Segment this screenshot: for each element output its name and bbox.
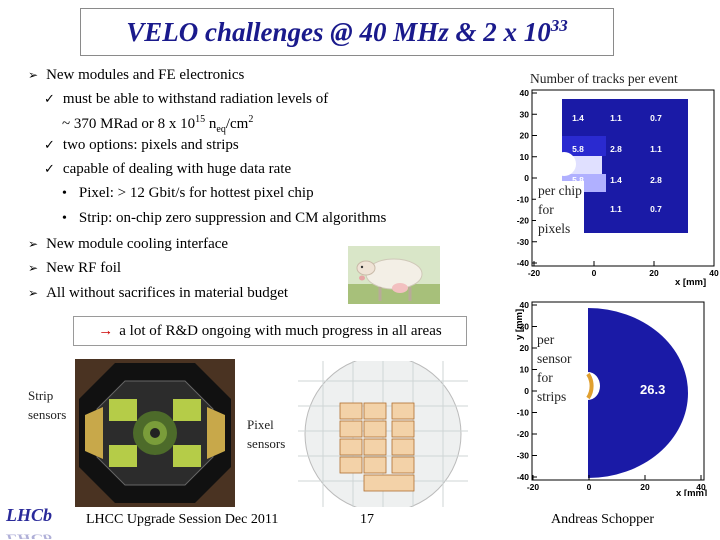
y-tick-label: -10 xyxy=(517,194,530,204)
y-tick-label: 20 xyxy=(520,343,530,353)
y-tick-label: -30 xyxy=(517,451,530,461)
pixel-cell-value: 1.1 xyxy=(650,144,662,154)
check-icon: ✓ xyxy=(44,92,55,107)
bullet-new-modules: ➢ New modules and FE electronics xyxy=(28,67,245,83)
sub-bullet-data-rate: ✓ capable of dealing with huge data rate xyxy=(44,161,292,177)
lhcb-logo: LHCb LHCb xyxy=(2,495,52,539)
sub-sub-bullet-strip: • Strip: on-chip zero suppression and CM … xyxy=(62,210,387,226)
sub-bullet-radiation: ✓ must be able to withstand radiation lev… xyxy=(44,91,329,107)
x-axis-label: x [mm] xyxy=(675,277,706,288)
sub-bullet-radiation-values: ~ 370 MRad or 8 x 1015 neq/cm2 xyxy=(62,114,254,135)
y-tick-label: 30 xyxy=(520,322,530,332)
strip-sensors-label: Strip sensors xyxy=(28,388,67,422)
y-tick-label: 20 xyxy=(520,131,530,141)
x-tick-label: 40 xyxy=(709,268,719,278)
arrow-bullet-icon: ➢ xyxy=(28,286,39,300)
sheep-image xyxy=(348,246,440,304)
footer-session: LHCC Upgrade Session Dec 2011 xyxy=(86,512,279,527)
bullet-dot-icon: • xyxy=(62,211,67,226)
sub-bullet-options: ✓ two options: pixels and strips xyxy=(44,137,239,153)
x-tick-label: 40 xyxy=(696,482,706,492)
y-tick-label: -30 xyxy=(517,237,530,247)
y-tick-label: -20 xyxy=(517,429,530,439)
pixel-cell-value: 0.7 xyxy=(650,113,662,123)
slide-title: VELO challenges @ 40 MHz & 2 x 1033 xyxy=(126,16,568,47)
pixel-sensors-label: Pixel sensors xyxy=(247,417,286,451)
x-axis-label: x [mm] xyxy=(676,488,707,496)
arrow-bullet-icon: ➢ xyxy=(28,68,39,82)
footer-page-number: 17 xyxy=(360,512,374,527)
footer-author: Andreas Schopper xyxy=(551,512,655,527)
lhcb-logo-reflection: LHCb xyxy=(5,532,52,539)
right-arrow-icon: → xyxy=(98,322,114,339)
pixel-cell-value: 5.8 xyxy=(572,175,584,185)
tracks-per-event-title: Number of tracks per event xyxy=(530,71,678,86)
pixel-cell-value: 2.8 xyxy=(650,175,662,185)
y-tick-label: -20 xyxy=(517,216,530,226)
bullet-dot-icon: • xyxy=(62,186,67,201)
pixel-values: 1.41.10.75.82.81.15.81.42.81.11.10.7 xyxy=(572,113,662,214)
strip-sensor-photo xyxy=(75,359,235,507)
y-tick-label: -40 xyxy=(517,472,530,482)
pixel-cell-value: 5.8 xyxy=(572,144,584,154)
x-tick-label: -20 xyxy=(528,268,541,278)
y-tick-label: 40 xyxy=(520,300,530,310)
pixel-cell-value: 2.8 xyxy=(610,144,622,154)
pixel-cell-value: 0.7 xyxy=(650,204,662,214)
pixel-hits-plot: 40 30 20 10 0 -10 -20 -30 -40 -20 0 20 40 1.4 1.1 0.7… xyxy=(517,88,719,288)
pixel-cell-value: 1.4 xyxy=(572,113,584,123)
y-tick-label: 30 xyxy=(520,109,530,119)
y-axis-label: y [mm] xyxy=(514,309,525,340)
y-axis-ticks: 40 30 20 10 0 -10 -20 -30 -40 xyxy=(517,88,537,268)
y-tick-label: -10 xyxy=(517,408,530,418)
bullet-rf-foil: ➢ New RF foil xyxy=(28,260,122,276)
check-icon: ✓ xyxy=(44,138,55,153)
strip-hits-plot: 40 30 20 10 0 -10 -20 -30 -40 -20 0 20 40 26.3 y [m… xyxy=(514,300,707,496)
x-tick-label: -20 xyxy=(527,482,540,492)
y-axis-ticks: 40 30 20 10 0 -10 -20 -30 -40 xyxy=(517,300,537,482)
pixel-sensor-layout xyxy=(298,361,468,507)
x-tick-label: 0 xyxy=(592,268,597,278)
x-tick-label: 20 xyxy=(649,268,659,278)
bullet-cooling: ➢ New module cooling interface xyxy=(28,236,229,252)
pixel-cell-value: 1.1 xyxy=(610,204,622,214)
y-tick-label: 0 xyxy=(524,386,529,396)
y-tick-label: 0 xyxy=(524,173,529,183)
per-sensor-strips-label: per sensor for strips xyxy=(537,332,572,404)
x-axis-ticks: -20 0 20 40 xyxy=(528,261,719,278)
check-icon: ✓ xyxy=(44,162,55,177)
strip-value: 26.3 xyxy=(640,382,665,397)
x-tick-label: 20 xyxy=(640,482,650,492)
bullet-material: ➢ All without sacrifices in material budg… xyxy=(28,285,289,301)
x-axis-ticks: -20 0 20 40 xyxy=(527,475,706,492)
y-tick-label: 40 xyxy=(520,88,530,98)
slide-title-box: VELO challenges @ 40 MHz & 2 x 1033 xyxy=(80,8,614,56)
y-tick-label: 10 xyxy=(520,365,530,375)
y-tick-label: 10 xyxy=(520,152,530,162)
pixel-cell-value: 1.1 xyxy=(610,113,622,123)
arrow-bullet-icon: ➢ xyxy=(28,261,39,275)
y-tick-label: -40 xyxy=(517,258,530,268)
x-tick-label: 0 xyxy=(587,482,592,492)
rnd-banner: → a lot of R&D ongoing with much progress… xyxy=(73,316,467,346)
pixel-cell-value: 1.4 xyxy=(610,175,622,185)
sub-sub-bullet-pixel: • Pixel: > 12 Gbit/s for hottest pixel ch… xyxy=(62,185,314,201)
arrow-bullet-icon: ➢ xyxy=(28,237,39,251)
svg-text:LHCb: LHCb xyxy=(5,505,52,525)
per-chip-pixels-label: per chip for pixels xyxy=(536,181,584,238)
